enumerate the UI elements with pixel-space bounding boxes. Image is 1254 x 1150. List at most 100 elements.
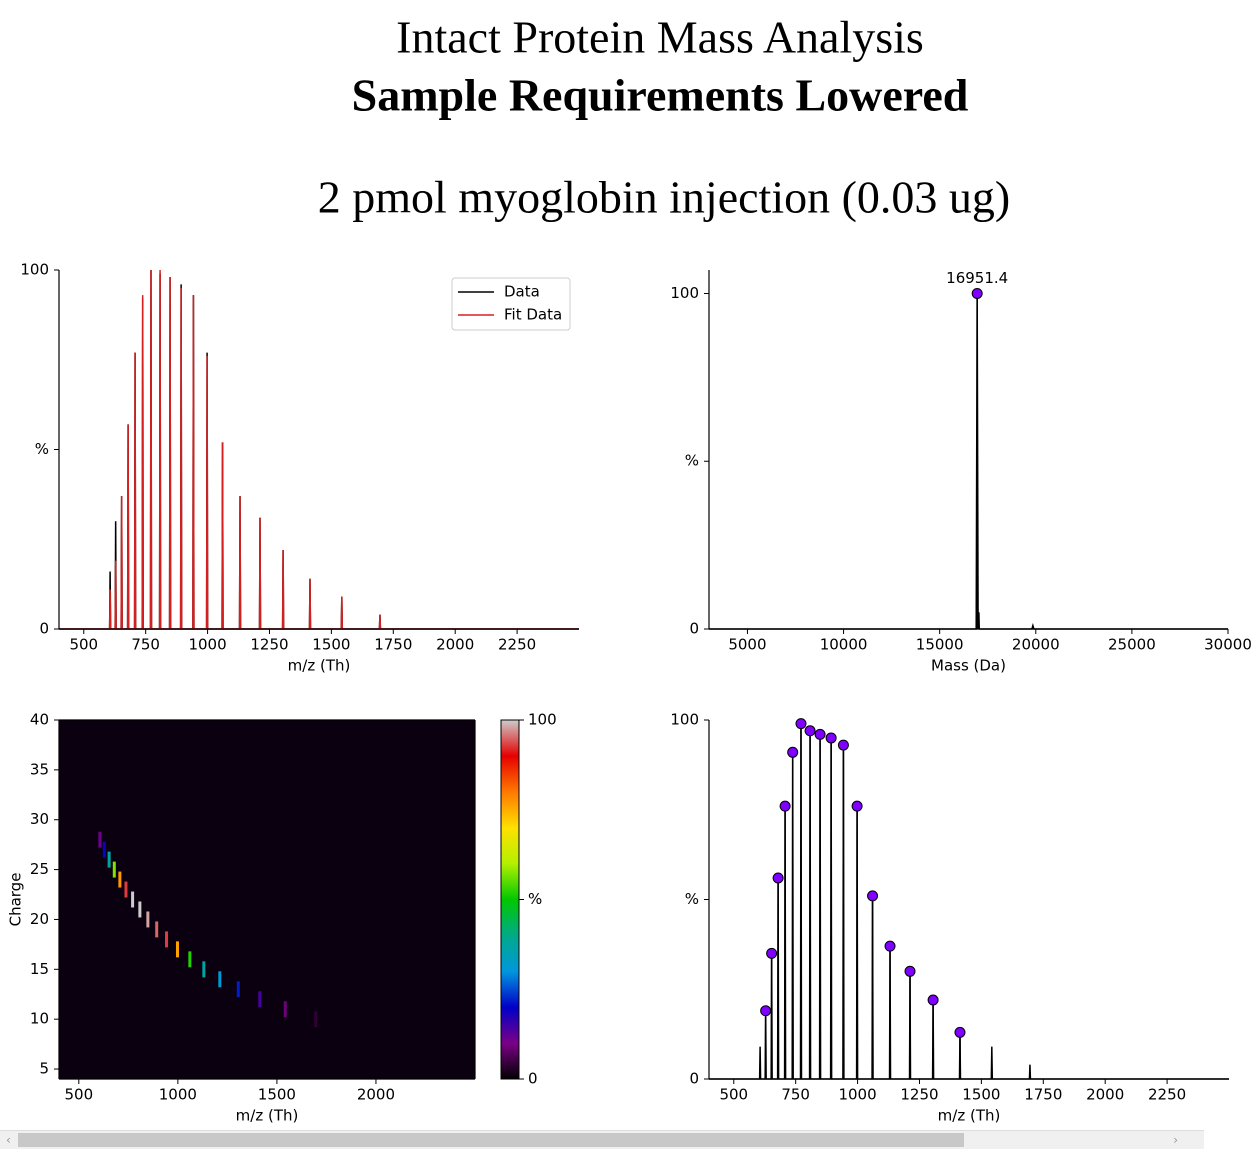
peak-marker <box>884 940 896 952</box>
x-tick-label: 2000 <box>1086 1086 1124 1104</box>
x-tick-label: 2250 <box>498 636 536 654</box>
y-tick-label: 0 <box>39 620 49 638</box>
heat-cell <box>112 861 116 878</box>
x-tick-label: 2250 <box>1148 1086 1186 1104</box>
chart: 500 750 1000 1250 1500 1750 2000 2250 0% 100 m/z (… <box>670 711 1229 1125</box>
x-tick-label: 1250 <box>900 1086 938 1104</box>
heat-cell <box>258 991 262 1008</box>
x-tick-label: 1500 <box>962 1086 1000 1104</box>
peak-marker <box>795 718 807 730</box>
heat-cell <box>314 1011 318 1028</box>
caption: 2 pmol myoglobin injection (0.03 ug) <box>318 172 1011 223</box>
y-tick-label: 40 <box>30 711 49 729</box>
x-tick-label: 500 <box>69 636 98 654</box>
x-tick-label: 500 <box>719 1086 748 1104</box>
colorbar-tick-label: % <box>528 890 542 908</box>
y-tick-label: 20 <box>30 910 49 928</box>
y-tick-label: 0 <box>689 620 699 638</box>
title: Intact Protein Mass Analysis <box>396 12 924 63</box>
y-tick-label: 100 <box>20 261 49 279</box>
x-tick-label: 5000 <box>728 636 766 654</box>
x-tick-label: 1000 <box>188 636 226 654</box>
x-tick-label: 1000 <box>838 1086 876 1104</box>
x-axis-label: m/z (Th) <box>938 1107 1001 1125</box>
x-tick-label: 1500 <box>312 636 350 654</box>
heat-cell <box>236 981 240 998</box>
chart: 0% 100 500 1000 1500 2000 5 10 15 20 25 30 35 40 m/z (… <box>7 711 557 1125</box>
y-tick-label: 30 <box>30 810 49 828</box>
peak-marker <box>779 800 791 812</box>
x-tick-label: 2000 <box>357 1086 395 1104</box>
y-tick-label: % <box>685 452 699 470</box>
heat-cell <box>131 891 135 908</box>
x-tick-label: 1500 <box>258 1086 296 1104</box>
heat-cell <box>165 931 169 948</box>
heat-cell <box>218 971 222 988</box>
peak-marker <box>954 1026 966 1038</box>
peak-marker <box>787 746 799 758</box>
heat-cell <box>175 941 179 958</box>
chart: 500 750 1000 1250 1500 1750 2000 2250 0% 100 m/z (… <box>20 261 579 675</box>
heat-cell <box>107 851 111 868</box>
y-tick-label: 15 <box>30 960 49 978</box>
y-tick-label: 5 <box>39 1060 49 1078</box>
x-tick-label: 500 <box>64 1086 93 1104</box>
x-tick-label: 1750 <box>1024 1086 1062 1104</box>
colorbar-tick-label: 100 <box>528 711 557 729</box>
y-tick-label: % <box>685 890 699 908</box>
x-tick-label: 1000 <box>159 1086 197 1104</box>
x-tick-label: 1750 <box>374 636 412 654</box>
spectrum-line <box>709 293 1228 630</box>
peak-marker <box>760 1005 772 1017</box>
x-tick-label: 2000 <box>436 636 474 654</box>
y-tick-label: 25 <box>30 860 49 878</box>
peak-marker <box>904 965 916 977</box>
chart: 16951.4 5000 10000 15000 20000 25000 30000 0% 10… <box>670 269 1252 675</box>
x-tick-label: 25000 <box>1108 636 1156 654</box>
colorbar <box>500 719 520 1080</box>
heat-cell <box>155 921 159 938</box>
heat-cell <box>202 961 206 978</box>
x-tick-label: 750 <box>131 636 160 654</box>
x-axis-label: m/z (Th) <box>288 657 351 675</box>
scrollbar[interactable]: ‹ › <box>0 1130 1204 1149</box>
colorbar-tick-label: 0 <box>528 1070 538 1088</box>
spectrum-line <box>709 723 1229 1080</box>
peak-marker <box>814 728 826 740</box>
scroll-thumb[interactable] <box>18 1133 964 1147</box>
x-tick-label: 750 <box>781 1086 810 1104</box>
y-tick-label: 0 <box>689 1070 699 1088</box>
x-tick-label: 30000 <box>1204 636 1252 654</box>
peak-marker <box>837 739 849 751</box>
x-tick-label: 10000 <box>820 636 868 654</box>
legend-box <box>451 277 571 331</box>
x-tick-label: 15000 <box>916 636 964 654</box>
y-tick-label: 10 <box>30 1010 49 1028</box>
peak-marker <box>971 287 983 299</box>
y-tick-label: 100 <box>670 284 699 302</box>
x-axis-label: Mass (Da) <box>931 657 1006 675</box>
legend-label: Data <box>504 283 540 301</box>
peak-marker <box>804 725 816 737</box>
peak-label: 16951.4 <box>946 269 1008 287</box>
heat-cell <box>188 951 192 968</box>
heat-cell <box>283 1001 287 1018</box>
heat-cell <box>102 841 106 858</box>
peak-marker <box>867 890 879 902</box>
x-tick-label: 20000 <box>1012 636 1060 654</box>
heat-cell <box>118 871 122 888</box>
plot-background <box>59 720 475 1079</box>
heat-cell <box>124 881 128 898</box>
subtitle: Sample Requirements Lowered <box>352 70 969 121</box>
peak-marker <box>766 947 778 959</box>
x-axis-label: m/z (Th) <box>236 1107 299 1125</box>
peak-marker <box>772 872 784 884</box>
y-axis-label: Charge <box>7 873 25 927</box>
y-tick-label: 100 <box>670 711 699 729</box>
peak-marker <box>825 732 837 744</box>
heat-cell <box>138 901 142 918</box>
heat-cell <box>98 831 102 848</box>
legend-label: Fit Data <box>504 306 562 324</box>
